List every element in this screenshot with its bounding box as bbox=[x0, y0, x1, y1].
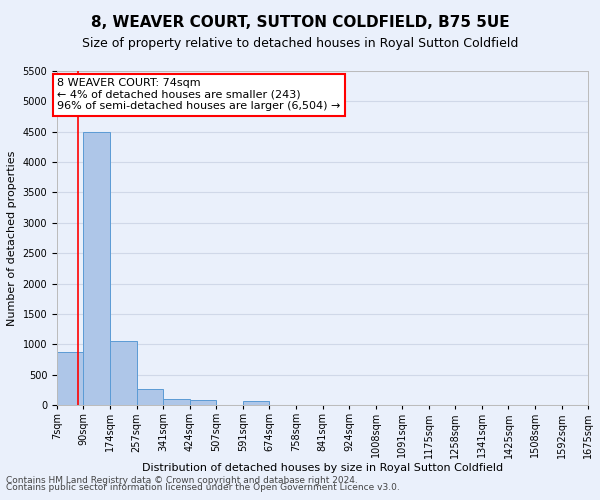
Bar bbox=[57, 352, 83, 405]
Text: 8 WEAVER COURT: 74sqm
← 4% of detached houses are smaller (243)
96% of semi-deta: 8 WEAVER COURT: 74sqm ← 4% of detached h… bbox=[57, 78, 340, 112]
Text: 8, WEAVER COURT, SUTTON COLDFIELD, B75 5UE: 8, WEAVER COURT, SUTTON COLDFIELD, B75 5… bbox=[91, 15, 509, 30]
Text: Contains public sector information licensed under the Open Government Licence v3: Contains public sector information licen… bbox=[6, 484, 400, 492]
Bar bbox=[243, 401, 269, 405]
Text: Size of property relative to detached houses in Royal Sutton Coldfield: Size of property relative to detached ho… bbox=[82, 38, 518, 51]
Y-axis label: Number of detached properties: Number of detached properties bbox=[7, 150, 17, 326]
Text: Contains HM Land Registry data © Crown copyright and database right 2024.: Contains HM Land Registry data © Crown c… bbox=[6, 476, 358, 485]
X-axis label: Distribution of detached houses by size in Royal Sutton Coldfield: Distribution of detached houses by size … bbox=[142, 463, 503, 473]
Bar bbox=[163, 400, 190, 405]
Bar bbox=[190, 400, 216, 405]
Bar bbox=[137, 388, 163, 405]
Bar bbox=[110, 342, 137, 405]
Bar bbox=[83, 132, 110, 405]
